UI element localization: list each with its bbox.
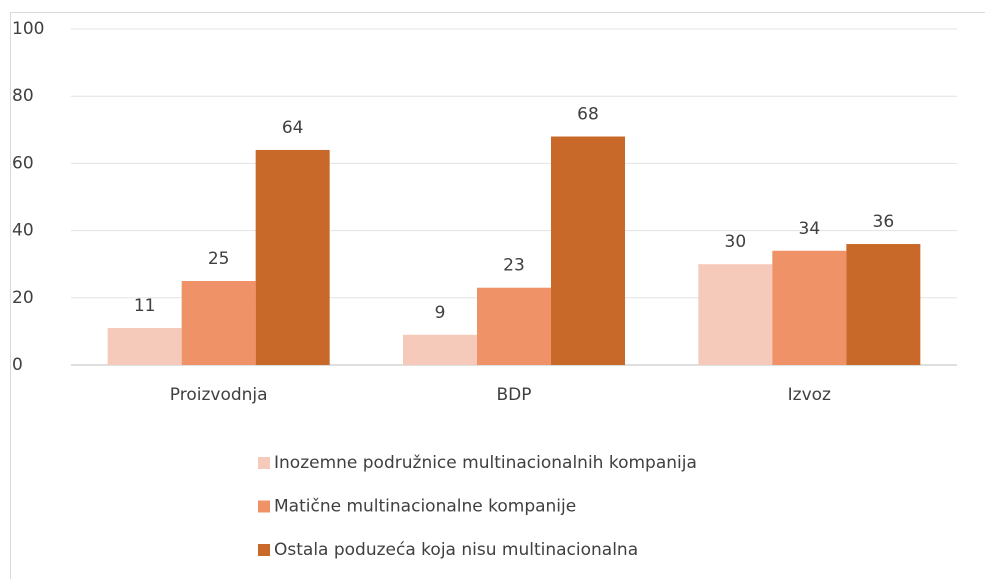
data-label: 64 [282, 118, 304, 138]
x-tick-label: Proizvodnja [170, 385, 268, 405]
data-label: 34 [799, 219, 821, 239]
bar [107, 328, 182, 365]
legend-swatch [258, 457, 270, 469]
y-tick-label: 100 [12, 19, 44, 39]
data-label: 36 [873, 212, 895, 232]
bar [477, 287, 551, 365]
bar [255, 149, 330, 365]
bar [403, 334, 477, 365]
y-tick-label: 0 [12, 355, 23, 375]
data-label: 9 [435, 303, 446, 323]
legend-label: Matične multinacionalne kompanije [274, 497, 576, 517]
y-tick-label: 60 [12, 153, 34, 173]
y-tick-label: 40 [12, 221, 34, 241]
legend-swatch [258, 500, 270, 513]
bar [181, 281, 256, 365]
legend-swatch [258, 544, 270, 556]
bar [772, 250, 847, 365]
data-label: 11 [134, 296, 156, 316]
legend-label: Ostala poduzeća koja nisu multinacionaln… [274, 540, 638, 560]
chart-frame [10, 12, 985, 579]
bar [551, 136, 625, 365]
data-label: 30 [725, 232, 747, 252]
bar [698, 264, 773, 365]
data-label: 68 [577, 105, 599, 125]
legend-label: Inozemne podružnice multinacionalnih kom… [274, 453, 697, 473]
y-tick-label: 20 [12, 288, 34, 308]
data-label: 23 [503, 256, 525, 276]
bar [846, 244, 921, 365]
x-tick-label: Izvoz [788, 385, 831, 405]
x-tick-label: BDP [496, 385, 531, 405]
y-tick-label: 80 [12, 86, 34, 106]
data-label: 25 [208, 249, 230, 269]
